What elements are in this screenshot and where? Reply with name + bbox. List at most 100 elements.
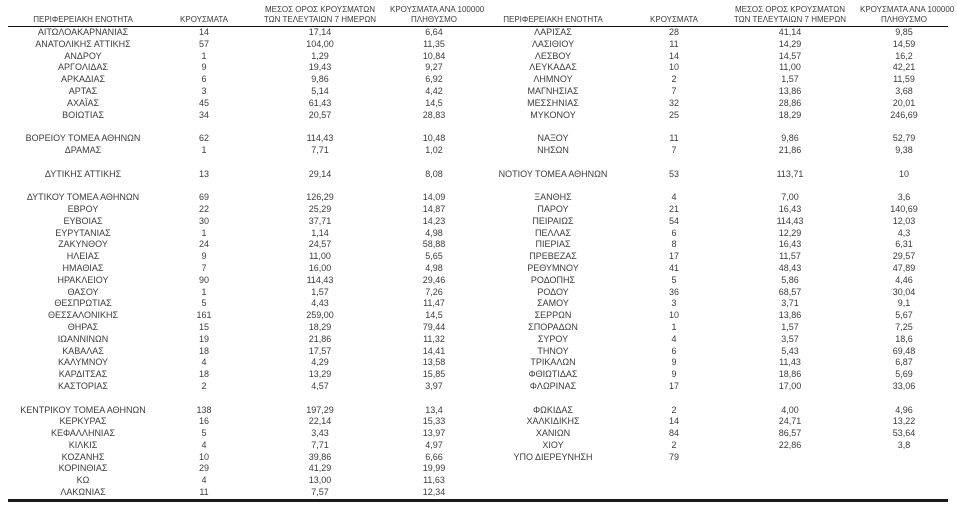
cases-cell-left: 24 bbox=[198, 239, 209, 250]
cases-cell-right bbox=[628, 180, 720, 192]
region-cell-left: ΗΡΑΚΛΕΙΟΥ bbox=[57, 274, 109, 285]
table-row: ΚΕΝΤΡΙΚΟΥ ΤΟΜΕΑ ΑΘΗΝΩΝ 138 197,29 13,4 ΦΩΚΙΔ… bbox=[8, 405, 948, 417]
region-cell-right: ΧΙΟΥ bbox=[542, 439, 564, 450]
region-cell-left: ΚΑΣΤΟΡΙΑΣ bbox=[58, 380, 108, 391]
per100k-cell-right bbox=[860, 475, 948, 487]
region-cell-right bbox=[478, 157, 628, 169]
cases-cell-right: 28 bbox=[668, 27, 679, 37]
avg7-cell-right bbox=[720, 180, 860, 192]
region-cell-right: ΡΟΔΟΠΗΣ bbox=[530, 274, 576, 285]
table-row: ΑΡΤΑΣ 3 5,14 4,42 ΜΑΓΝΗΣΙΑΣ 7 13,86 3,68 bbox=[8, 86, 948, 98]
cases-cell-left: 90 bbox=[198, 274, 209, 285]
region-cell-left: ΛΑΚΩΝΙΑΣ bbox=[60, 487, 106, 498]
per100k-cell-right: 29,57 bbox=[892, 251, 916, 262]
region-cell-right: ΝΟΤΙΟΥ ΤΟΜΕΑ ΑΘΗΝΩΝ bbox=[498, 168, 608, 179]
avg7-cell-left: 4,57 bbox=[311, 380, 329, 391]
region-cell-left: ΗΛΕΙΑΣ bbox=[66, 251, 100, 262]
avg7-cell-right: 18,86 bbox=[778, 369, 802, 380]
avg7-cell-right: 1,57 bbox=[781, 74, 799, 85]
avg7-cell-left: 197,29 bbox=[306, 404, 334, 415]
avg7-cell-left bbox=[250, 180, 390, 192]
cases-cell-right: 6 bbox=[671, 227, 677, 238]
region-cell-left: ΑΝΑΤΟΛΙΚΗΣ ΑΤΤΙΚΗΣ bbox=[35, 38, 131, 49]
avg7-cell-right: 1,57 bbox=[781, 321, 799, 332]
cases-cell-right: 79 bbox=[668, 451, 679, 462]
cases-cell-right: 4 bbox=[671, 192, 677, 203]
per100k-cell-left: 4,97 bbox=[425, 439, 443, 450]
per100k-cell-left: 4,42 bbox=[425, 85, 443, 96]
cases-cell-left: 2 bbox=[201, 380, 207, 391]
table-row: ΚΟΖΑΝΗΣ 10 39,86 6,66 ΥΠΟ ΔΙΕΡΕΥΝΗΣΗ 79 bbox=[8, 452, 948, 464]
region-cell-left: ΘΗΡΑΣ bbox=[67, 321, 99, 332]
avg7-cell-right bbox=[720, 452, 860, 464]
region-cell-left bbox=[8, 157, 158, 169]
avg7-cell-left: 7,57 bbox=[311, 487, 329, 498]
col-header-per100k-right: ΚΡΟΥΣΜΑΤΑ ΑΝΑ 100000 ΠΛΗΘΥΣΜΟ bbox=[860, 5, 954, 27]
region-cell-right: ΤΡΙΚΑΛΩΝ bbox=[530, 357, 576, 368]
table-row: ΗΛΕΙΑΣ 9 11,00 5,65 ΠΡΕΒΕΖΑΣ 17 11,57 29,57 bbox=[8, 251, 948, 263]
region-cell-left: ΚΑΛΥΜΝΟΥ bbox=[57, 357, 109, 368]
avg7-cell-left bbox=[250, 393, 390, 405]
avg7-cell-left: 1,29 bbox=[311, 50, 329, 61]
region-cell-right: ΛΑΡΙΣΑΣ bbox=[534, 27, 572, 37]
per100k-cell-left: 3,97 bbox=[425, 380, 443, 391]
region-cell-right: ΣΥΡΟΥ bbox=[537, 333, 569, 344]
cases-cell-left: 22 bbox=[198, 203, 209, 214]
avg7-cell-right: 11,00 bbox=[779, 62, 801, 73]
avg7-cell-right: 9,86 bbox=[781, 133, 799, 144]
avg7-cell-right: 21,86 bbox=[778, 144, 802, 155]
cases-cell-left: 1 bbox=[201, 286, 207, 297]
table-row: ΑΡΓΟΛΙΔΑΣ 9 19,43 9,27 ΛΕΥΚΑΔΑΣ 10 11,00 42,21 bbox=[8, 62, 948, 74]
region-cell-left bbox=[8, 121, 158, 133]
avg7-cell-right bbox=[720, 157, 860, 169]
per100k-cell-right: 140,69 bbox=[890, 203, 918, 214]
avg7-cell-left: 1,57 bbox=[311, 286, 329, 297]
per100k-cell-right: 3,6 bbox=[897, 192, 911, 203]
avg7-cell-right: 7,00 bbox=[781, 192, 799, 203]
cases-cell-left: 30 bbox=[198, 215, 209, 226]
avg7-cell-right: 22,86 bbox=[778, 439, 802, 450]
cases-cell-left: 138 bbox=[196, 404, 212, 415]
per100k-cell-left bbox=[390, 157, 478, 169]
avg7-cell-left: 61,43 bbox=[308, 97, 332, 108]
region-cell-right: ΞΑΝΘΗΣ bbox=[534, 192, 572, 203]
per100k-cell-left: 4,98 bbox=[425, 262, 443, 273]
per100k-cell-right: 4,46 bbox=[895, 274, 913, 285]
avg7-cell-left: 11,00 bbox=[309, 251, 331, 262]
region-cell-left: ΚΙΛΚΙΣ bbox=[68, 439, 98, 450]
per100k-cell-right: 20,01 bbox=[892, 97, 916, 108]
per100k-cell-right: 53,64 bbox=[892, 428, 916, 439]
avg7-cell-left: 1,14 bbox=[311, 227, 329, 238]
region-cell-left: ΕΥΒΟΙΑΣ bbox=[63, 215, 103, 226]
per100k-cell-left: 19,99 bbox=[422, 463, 446, 474]
cases-cell-left: 9 bbox=[201, 251, 207, 262]
per100k-cell-left: 14,41 bbox=[422, 345, 446, 356]
region-cell-right: ΠΑΡΟΥ bbox=[537, 203, 569, 214]
per100k-cell-right: 246,69 bbox=[890, 109, 918, 120]
per100k-cell-right: 3,68 bbox=[895, 85, 913, 96]
table-row: ΘΗΡΑΣ 15 18,29 79,44 ΣΠΟΡΑΔΩΝ 1 1,57 7,25 bbox=[8, 322, 948, 334]
region-cell-right: ΠΡΕΒΕΖΑΣ bbox=[529, 251, 577, 262]
cases-cell-right: 17 bbox=[668, 380, 679, 391]
col-header-per100k-line1: ΚΡΟΥΣΜΑΤΑ ΑΝΑ 100000 bbox=[390, 5, 485, 14]
avg7-cell-right: 113,71 bbox=[776, 168, 804, 179]
cases-cell-right: 2 bbox=[671, 404, 677, 415]
per100k-cell-left: 15,33 bbox=[422, 416, 446, 427]
region-cell-left: ΒΟΙΩΤΙΑΣ bbox=[62, 109, 104, 120]
per100k-cell-left: 58,88 bbox=[422, 239, 446, 250]
per100k-cell-right: 5,67 bbox=[895, 310, 913, 321]
per100k-cell-right: 69,48 bbox=[892, 345, 916, 356]
header-row: ΠΕΡΙΦΕΡΕΙΑΚΗ ΕΝΟΤΗΤΑ ΚΡΟΥΣΜΑΤΑ ΜΕΣΟΣ ΟΡΟ… bbox=[8, 5, 954, 27]
cases-cell-right: 41 bbox=[668, 262, 679, 273]
cases-cell-left: 16 bbox=[198, 416, 209, 427]
region-cell-left: ΔΡΑΜΑΣ bbox=[64, 144, 102, 155]
region-cell-right: ΡΟΔΟΥ bbox=[537, 286, 569, 297]
cases-cell-left: 62 bbox=[198, 133, 209, 144]
cases-cell-left: 29 bbox=[198, 463, 209, 474]
region-cell-right: ΠΕΙΡΑΙΩΣ bbox=[532, 215, 574, 226]
region-cell-right bbox=[478, 463, 628, 475]
avg7-cell-left: 3,43 bbox=[311, 428, 329, 439]
per100k-cell-left: 29,46 bbox=[422, 274, 446, 285]
avg7-cell-left bbox=[250, 157, 390, 169]
spacer-row bbox=[8, 157, 948, 169]
